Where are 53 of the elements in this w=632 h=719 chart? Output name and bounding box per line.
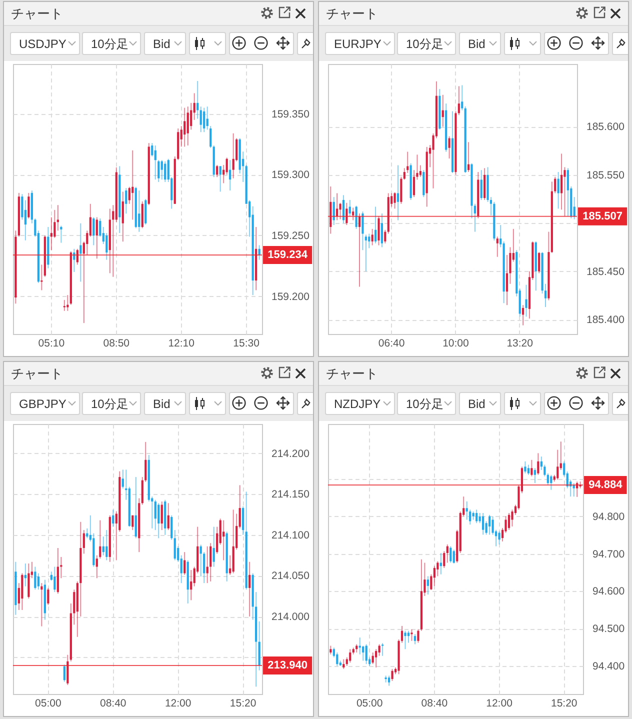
x-tick-label: 05:00 (356, 698, 383, 710)
dropdown: GBPJPY (10, 392, 80, 415)
dropdown: 10分足 (397, 392, 456, 415)
dropdown: Bid (459, 32, 501, 55)
dropdown: EURJPY (325, 32, 395, 55)
dropdown: Bid (459, 392, 501, 415)
ref-line-label: 94.884 (588, 478, 624, 491)
x-tick-label: 12:10 (168, 338, 195, 350)
x-tick-label: 12:00 (164, 698, 192, 710)
y-tick-label: 94.500 (592, 623, 625, 636)
x-tick-label: 15:20 (230, 698, 256, 710)
x-tick-label: 13:20 (506, 338, 534, 350)
chart-title: チャート (326, 6, 378, 21)
dropdown: USDJPY (10, 32, 80, 55)
y-tick-label: 159.200 (272, 290, 310, 303)
y-tick-label: 185.600 (586, 121, 625, 134)
y-tick-label: 214.100 (272, 529, 310, 542)
dropdown: 10分足 (82, 392, 141, 415)
y-tick-label: 214.150 (272, 488, 310, 501)
x-tick-label: 15:20 (550, 698, 578, 710)
ref-line-label: 185.507 (582, 210, 622, 222)
x-tick-label: 06:40 (378, 338, 405, 350)
ref-line-label: 213.940 (268, 659, 308, 672)
dropdown: Bid (144, 392, 186, 415)
x-tick-label: 08:40 (421, 698, 448, 710)
x-tick-label: 15:30 (233, 338, 260, 350)
x-tick-label: 08:50 (103, 338, 130, 350)
y-tick-label: 185.400 (586, 314, 625, 326)
x-tick-label: 05:10 (38, 338, 65, 350)
y-tick-label: 159.250 (272, 230, 310, 242)
x-tick-label: 05:00 (35, 698, 62, 710)
y-tick-label: 159.300 (272, 169, 310, 182)
y-tick-label: 94.600 (592, 586, 625, 598)
y-tick-label: 214.050 (272, 570, 310, 582)
x-tick-label: 08:40 (100, 698, 126, 710)
dropdown: 10分足 (397, 32, 456, 55)
y-tick-label: 185.550 (586, 169, 625, 182)
y-tick-label: 94.800 (592, 510, 625, 523)
chart-title: チャート (11, 6, 63, 21)
y-tick-label: 159.350 (272, 108, 310, 120)
y-tick-label: 214.000 (272, 611, 310, 624)
dropdown: 10分足 (82, 32, 141, 55)
x-tick-label: 12:00 (486, 698, 513, 710)
dropdown: Bid (144, 32, 186, 55)
chart-title: チャート (11, 366, 63, 381)
x-tick-label: 10:00 (442, 338, 469, 350)
dropdown: NZDJPY (325, 392, 395, 415)
chart-title: チャート (326, 366, 378, 381)
y-tick-label: 94.400 (592, 660, 625, 672)
y-tick-label: 185.450 (586, 266, 625, 278)
ref-line-label: 159.234 (268, 248, 308, 261)
y-tick-label: 94.700 (592, 548, 625, 560)
y-tick-label: 214.200 (272, 448, 310, 460)
